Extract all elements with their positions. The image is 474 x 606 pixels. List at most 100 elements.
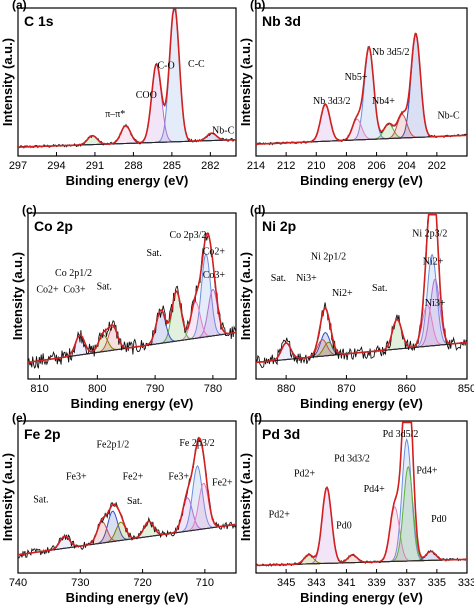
component-peak — [18, 482, 236, 556]
x-tick-label: 880 — [277, 383, 295, 395]
peak-annotation: C-C — [188, 59, 205, 70]
x-tick-label: 210 — [307, 160, 325, 172]
x-tick-label: 282 — [201, 160, 219, 172]
peak-annotation: Nb-C — [212, 125, 235, 136]
element-title: Pd 3d — [262, 426, 300, 442]
peak-annotation: Pd 3d3/2 — [334, 453, 370, 464]
x-tick-label: 288 — [124, 160, 142, 172]
element-title: Ni 2p — [262, 218, 296, 234]
element-title: Co 2p — [34, 218, 73, 234]
x-tick-label: 204 — [398, 160, 416, 172]
panel-letter: (e) — [12, 411, 27, 425]
element-title: Nb 3d — [262, 13, 301, 29]
plot-frame — [255, 7, 468, 157]
peak-annotation: Sat. — [97, 281, 112, 292]
peak-annotation: Pd4+ — [416, 466, 438, 477]
peak-annotation: Co 2p3/2 — [169, 230, 206, 241]
panel-d: 880 870 860 850 Binding energy (eV) Intensity… — [238, 203, 474, 411]
x-axis-label: Binding energy (eV) — [71, 396, 194, 411]
fit-envelope — [256, 421, 467, 567]
peak-annotation: Ni2+ — [332, 288, 353, 299]
x-tick-label: 341 — [337, 577, 355, 589]
x-axis-label: Binding energy (eV) — [66, 590, 189, 605]
peak-annotation: Pd2+ — [269, 510, 291, 521]
x-axis-label: Binding energy (eV) — [300, 173, 423, 188]
element-title: C 1s — [24, 13, 54, 29]
peak-annotation: π–π* — [105, 109, 125, 120]
peak-annotation: Nb4+ — [372, 96, 395, 107]
y-axis-label: Intensity (a.u.) — [0, 453, 15, 541]
y-axis-label: Intensity (a.u.) — [238, 453, 253, 541]
peak-annotation: Nb 3d3/2 — [313, 96, 351, 107]
x-tick-label: 206 — [367, 160, 385, 172]
plot-frame — [17, 420, 237, 574]
x-axis-label: Binding energy (eV) — [300, 590, 423, 605]
peak-annotation: Fe3+ — [66, 472, 87, 483]
panel-letter: (c) — [22, 203, 37, 217]
x-tick-label: 208 — [337, 160, 355, 172]
x-tick-label: 710 — [196, 577, 214, 589]
x-axis-label: Binding energy (eV) — [66, 173, 189, 188]
x-tick-label: 297 — [9, 160, 27, 172]
peak-annotation: Fe2+ — [123, 472, 144, 483]
peak-annotation: Sat. — [33, 494, 48, 505]
plot-frame — [255, 212, 468, 380]
panel-a: 297 294 291 288 285 282 Binding energy (eV) Int… — [0, 0, 237, 188]
x-tick-label: 335 — [428, 577, 446, 589]
peak-annotation: Pd4+ — [364, 484, 386, 495]
peak-annotation: Fe3+ — [168, 472, 189, 483]
peak-annotation: Ni 2p3/2 — [412, 228, 447, 239]
peak-annotation: Co3+ — [63, 285, 86, 296]
peak-annotation: Pd0 — [336, 520, 352, 531]
peak-annotation: Pd2+ — [294, 469, 316, 480]
fit-envelope — [28, 232, 236, 364]
x-tick-label: 285 — [163, 160, 181, 172]
x-tick-label: 860 — [398, 383, 416, 395]
x-tick-label: 291 — [86, 160, 104, 172]
peak-annotation: Ni2+ — [423, 257, 444, 268]
y-axis-label: Intensity (a.u.) — [0, 38, 15, 126]
peak-annotation: Pd 3d5/2 — [383, 429, 419, 440]
plot-frame — [255, 420, 468, 574]
plot-frame — [27, 212, 237, 380]
peak-annotation: Co2+ — [36, 285, 59, 296]
y-axis-label: Intensity (a.u.) — [238, 38, 253, 126]
fit-envelope — [18, 436, 236, 556]
x-tick-label: 780 — [204, 383, 222, 395]
panel-b: 214 212 210 208 206 204 202 Binding energy (eV)… — [238, 0, 468, 188]
panel-letter: (a) — [12, 0, 27, 12]
peak-annotation: Fe2p1/2 — [96, 440, 129, 451]
x-tick-label: 850 — [458, 383, 474, 395]
y-axis-label: Intensity (a.u.) — [238, 252, 253, 340]
peak-annotation: COO — [136, 90, 157, 101]
panel-letter: (b) — [250, 0, 265, 12]
panel-e: 740 730 720 710 Binding energy (eV) Intensity… — [0, 411, 237, 605]
peak-annotation: Nb-C — [437, 111, 460, 122]
peak-annotation: Nb 3d5/2 — [372, 47, 410, 58]
fit-envelope — [256, 213, 467, 364]
panel-f: 345 343 341 339 337 335 333 Binding energy (eV)… — [238, 411, 474, 605]
fit-envelope — [256, 32, 467, 145]
peak-annotation: Pd0 — [431, 514, 447, 525]
peak-annotation: Fe 2p3/2 — [179, 438, 214, 449]
peak-annotation: Co 2p1/2 — [55, 268, 92, 279]
peak-annotation: Co2+ — [203, 247, 226, 258]
peak-annotation: Sat. — [127, 496, 142, 507]
x-tick-label: 339 — [367, 577, 385, 589]
peak-annotation: Fe2+ — [212, 478, 233, 489]
x-tick-label: 294 — [47, 160, 65, 172]
x-tick-label: 810 — [30, 383, 48, 395]
peak-annotation: Sat. — [147, 248, 162, 259]
peak-annotation: Ni3+ — [425, 298, 446, 309]
x-tick-label: 720 — [133, 577, 151, 589]
peak-annotation: Co3+ — [203, 270, 226, 281]
peak-annotation: Ni3+ — [296, 273, 317, 284]
raw-spectrum — [256, 422, 467, 567]
peak-annotation: Sat. — [271, 273, 286, 284]
x-tick-label: 343 — [307, 577, 325, 589]
x-tick-label: 333 — [458, 577, 474, 589]
x-tick-label: 870 — [337, 383, 355, 395]
fit-envelope — [18, 8, 236, 148]
peak-annotation: Sat. — [372, 283, 387, 294]
